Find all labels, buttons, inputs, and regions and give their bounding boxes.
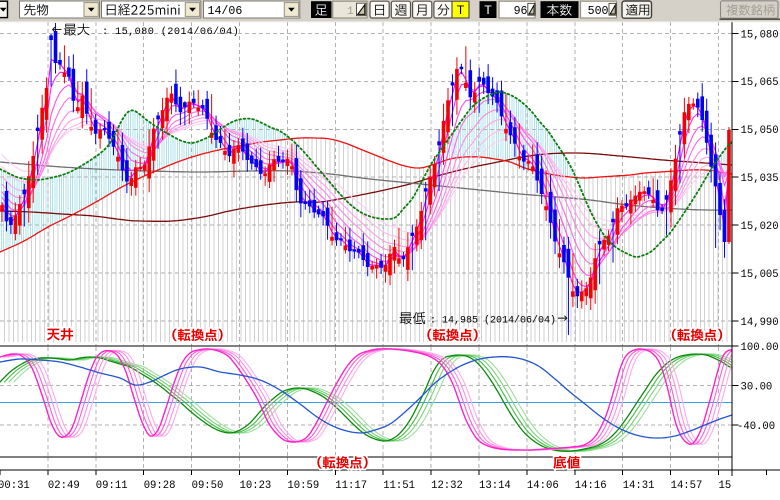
svg-text:10:23: 10:23 <box>240 480 272 492</box>
svg-text:1: 1 <box>347 6 354 18</box>
svg-text:11:17: 11:17 <box>335 480 367 492</box>
svg-text:T: T <box>484 3 492 17</box>
svg-text:02:49: 02:49 <box>48 480 80 492</box>
svg-text:100.00: 100.00 <box>741 342 779 354</box>
svg-text:30.00: 30.00 <box>741 381 773 393</box>
svg-text:: 14,985 (2014/06/04): : 14,985 (2014/06/04) <box>430 315 556 327</box>
svg-text:09:28: 09:28 <box>144 480 176 492</box>
svg-text:15,020: 15,020 <box>741 221 779 233</box>
svg-text:12:32: 12:32 <box>431 480 463 492</box>
svg-text:: 15,080 (2014/06/04): : 15,080 (2014/06/04) <box>102 26 239 38</box>
svg-text:14:16: 14:16 <box>575 480 607 492</box>
svg-text:11:51: 11:51 <box>383 480 415 492</box>
svg-text:00:31: 00:31 <box>0 480 30 492</box>
svg-text:14:31: 14:31 <box>623 480 655 492</box>
svg-text:09:11: 09:11 <box>96 480 128 492</box>
svg-text:13:14: 13:14 <box>479 480 511 492</box>
svg-text:14,990: 14,990 <box>741 317 779 329</box>
svg-text:-40.00: -40.00 <box>737 421 775 433</box>
svg-text:14:06: 14:06 <box>527 480 559 492</box>
svg-text:15,050: 15,050 <box>741 125 779 137</box>
svg-text:T: T <box>457 3 465 17</box>
svg-text:09:50: 09:50 <box>192 480 224 492</box>
svg-text:15,080: 15,080 <box>741 29 779 41</box>
svg-text:15,005: 15,005 <box>741 269 779 281</box>
svg-text:15:23: 15:23 <box>719 480 751 492</box>
svg-text:96: 96 <box>514 5 528 18</box>
svg-text:15,035: 15,035 <box>741 173 779 185</box>
svg-text:10:59: 10:59 <box>287 480 319 492</box>
svg-text:15,065: 15,065 <box>741 77 779 89</box>
svg-text:14:57: 14:57 <box>671 480 703 492</box>
svg-text:500: 500 <box>588 5 609 18</box>
svg-text:14/06: 14/06 <box>208 5 243 18</box>
